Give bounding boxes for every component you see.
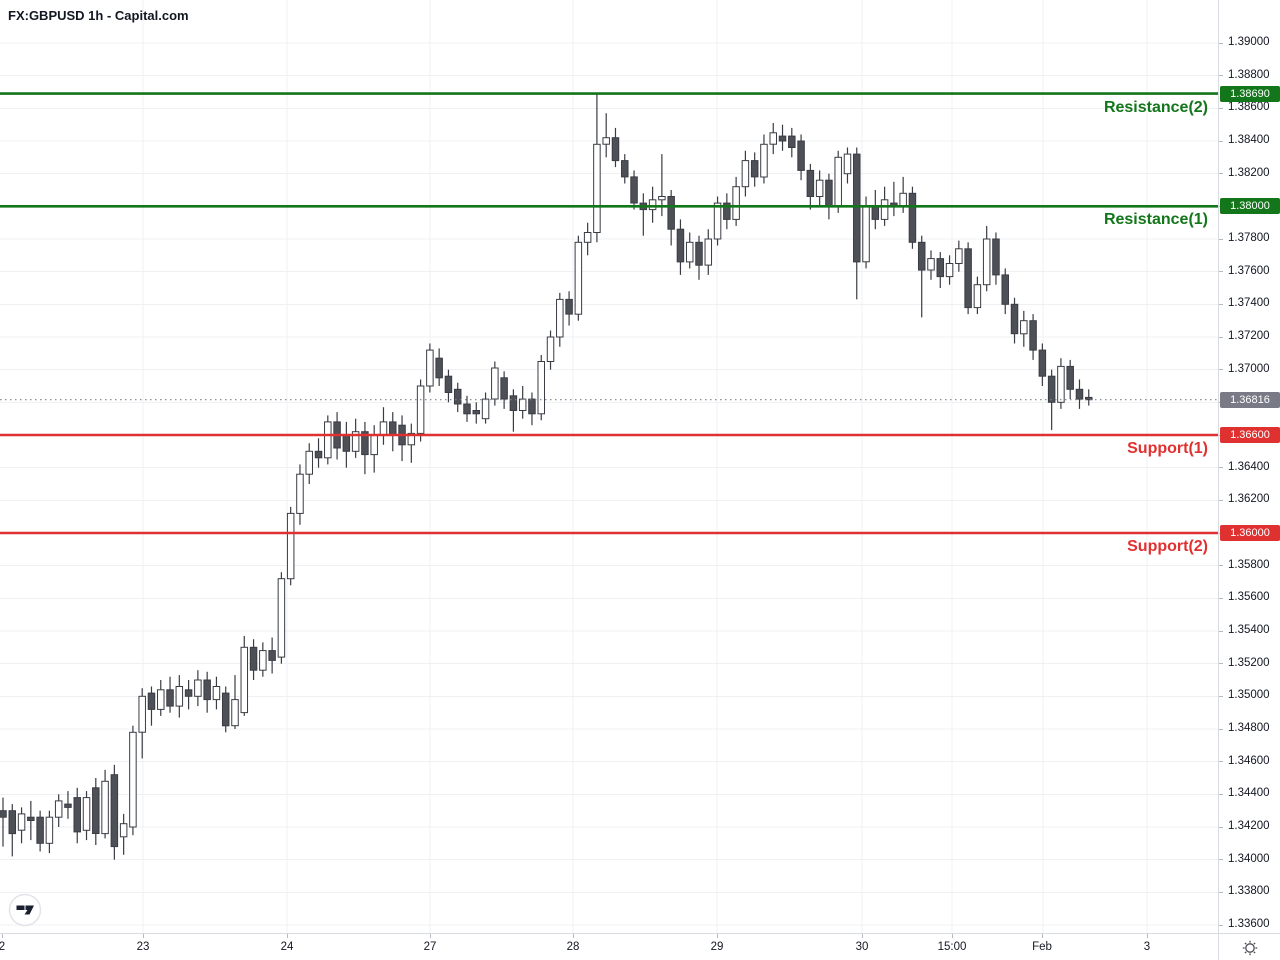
resistance-2-label[interactable]: Resistance(2): [1103, 98, 1208, 116]
candlestick-plot[interactable]: [0, 0, 1218, 933]
price-axis[interactable]: 1.38690 1.38000 1.36600 1.36000 1.36816 …: [1218, 0, 1280, 933]
price-tick-mark: [1219, 271, 1223, 273]
price-tick-mark: [1219, 140, 1223, 142]
price-tick-label: 1.38200: [1228, 166, 1270, 179]
time-axis-label: 29: [710, 941, 724, 953]
support-1-price-badge: 1.36600: [1220, 427, 1280, 443]
price-tick-label: 1.35000: [1228, 689, 1270, 702]
price-tick-mark: [1219, 499, 1223, 501]
time-axis-label: 23: [136, 941, 150, 953]
price-tick-label: 1.36400: [1228, 460, 1270, 473]
support-2-label[interactable]: Support(2): [1127, 538, 1208, 555]
price-tick-mark: [1219, 695, 1223, 697]
price-tick-label: 1.37400: [1228, 297, 1270, 310]
symbol-title: FX:GBPUSD 1h - Capital.com: [8, 8, 189, 23]
price-tick-label: 1.34000: [1228, 852, 1270, 865]
time-axis-label: Feb: [1032, 941, 1052, 953]
price-tick-mark: [1219, 173, 1223, 175]
price-tick-label: 1.37600: [1228, 264, 1270, 277]
price-tick-label: 1.39000: [1228, 36, 1270, 48]
price-tick-label: 1.34200: [1228, 820, 1270, 832]
time-axis-label: 3: [1143, 941, 1151, 953]
support-1-label[interactable]: Support(1): [1127, 440, 1208, 457]
time-tick-mark: [287, 934, 288, 938]
tradingview-logo[interactable]: [8, 893, 42, 932]
price-tick-mark: [1219, 42, 1223, 44]
price-tick-mark: [1219, 891, 1223, 893]
time-axis-label: 28: [566, 941, 580, 953]
price-tick-mark: [1219, 663, 1223, 665]
price-tick-mark: [1219, 761, 1223, 763]
time-axis[interactable]: 2 23 24 27 28 29 30 15:00 Feb 3: [0, 933, 1218, 960]
last-price-badge: 1.36816: [1220, 391, 1280, 408]
price-tick-mark: [1219, 467, 1223, 469]
price-tick-mark: [1219, 924, 1223, 926]
time-tick-mark: [717, 934, 718, 938]
resistance-2-price-badge: 1.38690: [1220, 85, 1280, 102]
price-tick-label: 1.34400: [1228, 787, 1270, 800]
time-axis-label: 27: [423, 941, 437, 953]
price-tick-label: 1.35800: [1228, 558, 1270, 571]
time-axis-label: 15:00: [937, 941, 967, 953]
price-tick-mark: [1219, 859, 1223, 861]
resistance-1-label[interactable]: Resistance(1): [1103, 211, 1208, 229]
price-tick-label: 1.37000: [1228, 362, 1270, 375]
price-tick-label: 1.35600: [1228, 591, 1270, 604]
axis-corner: [1218, 933, 1280, 960]
price-tick-label: 1.33800: [1228, 885, 1270, 898]
price-tick-mark: [1219, 107, 1223, 109]
price-tick-mark: [1219, 728, 1223, 730]
price-tick-label: 1.37200: [1228, 330, 1270, 342]
price-tick-mark: [1219, 336, 1223, 338]
time-axis-label: 24: [280, 941, 294, 953]
price-tick-label: 1.35400: [1228, 624, 1270, 636]
price-tick-label: 1.38800: [1228, 68, 1270, 81]
time-tick-mark: [2, 934, 3, 938]
price-tick-mark: [1219, 75, 1223, 77]
time-tick-mark: [862, 934, 863, 938]
time-tick-mark: [952, 934, 953, 938]
price-tick-label: 1.38400: [1228, 134, 1270, 146]
price-tick-mark: [1219, 597, 1223, 599]
price-tick-mark: [1219, 793, 1223, 795]
price-tick-label: 1.34600: [1228, 754, 1270, 767]
price-tick-label: 1.36200: [1228, 493, 1270, 506]
price-tick-mark: [1219, 565, 1223, 567]
price-tick-label: 1.38600: [1228, 101, 1270, 114]
price-tick-mark: [1219, 826, 1223, 828]
gear-icon[interactable]: [1242, 940, 1258, 956]
price-tick-mark: [1219, 303, 1223, 305]
support-2-price-badge: 1.36000: [1220, 525, 1280, 541]
time-axis-label: 2: [0, 941, 6, 953]
price-tick-label: 1.35200: [1228, 656, 1270, 669]
price-tick-mark: [1219, 369, 1223, 371]
time-tick-mark: [143, 934, 144, 938]
price-tick-label: 1.33600: [1228, 918, 1270, 930]
time-tick-mark: [573, 934, 574, 938]
price-tick-label: 1.37800: [1228, 232, 1270, 244]
time-tick-mark: [430, 934, 431, 938]
price-tick-mark: [1219, 630, 1223, 632]
time-axis-label: 30: [855, 941, 869, 953]
resistance-1-price-badge: 1.38000: [1220, 198, 1280, 215]
price-tick-mark: [1219, 238, 1223, 240]
time-tick-mark: [1042, 934, 1043, 938]
price-tick-label: 1.34800: [1228, 722, 1270, 734]
time-tick-mark: [1147, 934, 1148, 938]
